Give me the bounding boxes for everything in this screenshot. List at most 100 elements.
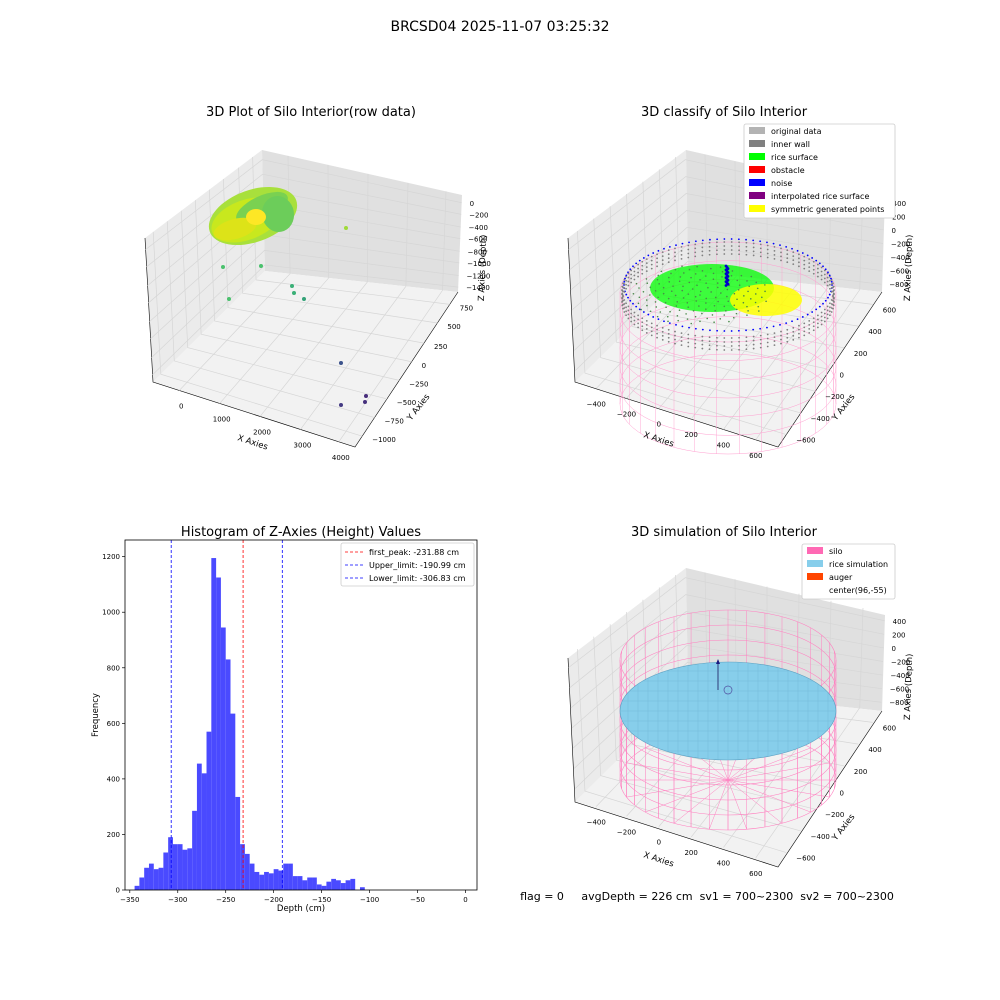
original-point bbox=[733, 304, 736, 307]
tick-label: −600 bbox=[796, 437, 815, 445]
inner-wall-point bbox=[828, 314, 831, 317]
inner-wall-point bbox=[832, 285, 835, 288]
original-point bbox=[638, 296, 641, 299]
inner-wall-point bbox=[832, 293, 835, 296]
inner-wall-point bbox=[667, 249, 670, 252]
inner-wall-point bbox=[808, 327, 811, 330]
inner-wall-point bbox=[816, 326, 819, 329]
inner-wall-point bbox=[820, 319, 823, 322]
original-point bbox=[668, 276, 670, 279]
inner-wall-point bbox=[656, 257, 658, 260]
inner-wall-point bbox=[820, 315, 823, 318]
noise-point bbox=[635, 305, 638, 308]
original-point bbox=[635, 282, 638, 285]
tick-label: −800 bbox=[889, 281, 908, 289]
inner-wall-point bbox=[687, 337, 690, 340]
inner-wall-point bbox=[708, 249, 711, 252]
inner-wall-point bbox=[730, 245, 733, 247]
inner-wall-point bbox=[708, 340, 711, 343]
original-point bbox=[637, 302, 640, 305]
noise-point bbox=[642, 257, 645, 259]
tick-label: 0 bbox=[657, 839, 661, 847]
inner-wall-point bbox=[637, 263, 640, 266]
tick-label: −600 bbox=[468, 236, 487, 244]
inner-wall-point bbox=[633, 266, 636, 269]
tick-label: 200 bbox=[892, 213, 905, 221]
noise-point bbox=[638, 259, 641, 262]
inner-wall-point bbox=[716, 344, 718, 347]
inner-wall-point bbox=[694, 243, 697, 246]
inner-wall-point bbox=[661, 326, 664, 329]
histogram-bar bbox=[177, 844, 183, 890]
x-tick-label: −150 bbox=[312, 896, 331, 904]
original-point bbox=[727, 300, 730, 303]
histogram-bar bbox=[216, 577, 221, 890]
original-point bbox=[649, 286, 652, 289]
inner-wall-point bbox=[667, 328, 670, 331]
original-point bbox=[691, 288, 694, 290]
inner-wall-point bbox=[820, 278, 823, 281]
inner-wall-point bbox=[820, 311, 823, 314]
inner-wall-point bbox=[627, 313, 630, 316]
inner-wall-point bbox=[716, 253, 718, 256]
noise-point bbox=[815, 259, 818, 262]
inner-wall-point bbox=[645, 323, 648, 326]
inner-wall-point bbox=[828, 279, 831, 282]
y-tick-labels: 600 400 200 0 −200 −400 −600 bbox=[796, 724, 896, 862]
inner-wall-point bbox=[645, 319, 648, 322]
inner-wall-point bbox=[752, 343, 755, 346]
noise-point bbox=[766, 241, 768, 244]
inner-wall-point bbox=[630, 320, 633, 323]
noise-point bbox=[663, 320, 665, 323]
original-point bbox=[645, 299, 648, 301]
tick-label: 0 bbox=[422, 362, 426, 370]
histogram-bar bbox=[158, 867, 164, 890]
original-point bbox=[692, 309, 695, 312]
inner-wall-point bbox=[808, 331, 811, 334]
inner-wall-point bbox=[766, 252, 769, 255]
inner-wall-point bbox=[792, 334, 795, 337]
legend-label: original data bbox=[771, 127, 822, 136]
histogram-bar bbox=[312, 877, 317, 890]
noise-point bbox=[726, 278, 730, 282]
inner-wall-point bbox=[641, 268, 644, 271]
inner-wall-point bbox=[780, 255, 782, 258]
histogram-bar bbox=[340, 883, 346, 890]
original-point bbox=[685, 313, 687, 315]
tick-label: −200 bbox=[617, 410, 636, 418]
inner-wall-point bbox=[630, 269, 633, 272]
tick-label: 200 bbox=[854, 350, 867, 358]
original-point bbox=[748, 285, 750, 288]
inner-wall-point bbox=[680, 257, 683, 260]
inner-wall-point bbox=[826, 284, 829, 287]
inner-wall-point bbox=[773, 332, 776, 335]
inner-wall-point bbox=[622, 307, 624, 310]
original-point bbox=[649, 294, 651, 296]
inner-wall-point bbox=[803, 263, 806, 266]
tick-label: −800 bbox=[889, 699, 908, 707]
original-point bbox=[720, 292, 722, 294]
original-point bbox=[736, 298, 738, 301]
noise-point bbox=[632, 302, 634, 305]
symmetric-points bbox=[730, 284, 802, 316]
z-axis-label: Z Axies (Depth) bbox=[477, 234, 489, 301]
tick-label: −400 bbox=[890, 672, 909, 680]
tick-label: 200 bbox=[892, 631, 905, 639]
inner-wall-point bbox=[823, 316, 826, 319]
original-point bbox=[662, 292, 665, 295]
inner-wall-point bbox=[745, 348, 748, 351]
inner-wall-point bbox=[627, 309, 630, 312]
inner-wall-point bbox=[633, 274, 636, 277]
y-axis-label: Frequency bbox=[91, 693, 101, 737]
inner-wall-point bbox=[674, 255, 676, 258]
inner-wall-point bbox=[773, 340, 776, 343]
y-tick-labels: 600 400 200 0 −200 −400 −600 bbox=[796, 306, 896, 444]
inner-wall-point bbox=[752, 250, 755, 253]
inner-wall-point bbox=[680, 340, 683, 343]
noise-point bbox=[828, 293, 831, 296]
x-axis-label: Depth (cm) bbox=[277, 904, 325, 914]
inner-wall-point bbox=[708, 241, 711, 244]
inner-wall-point bbox=[625, 310, 628, 313]
inner-wall-point bbox=[656, 332, 658, 335]
tick-label: 400 bbox=[893, 200, 906, 208]
